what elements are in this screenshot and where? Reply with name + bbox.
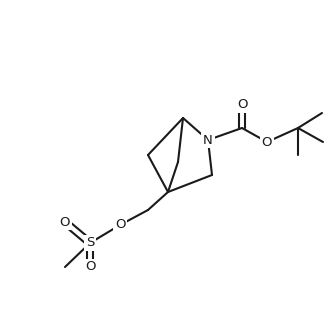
Text: O: O (237, 98, 247, 112)
Text: N: N (203, 134, 213, 147)
Text: O: O (115, 218, 125, 232)
Text: O: O (85, 260, 95, 274)
Text: O: O (262, 136, 272, 148)
Text: S: S (86, 237, 94, 249)
Text: O: O (60, 215, 70, 228)
